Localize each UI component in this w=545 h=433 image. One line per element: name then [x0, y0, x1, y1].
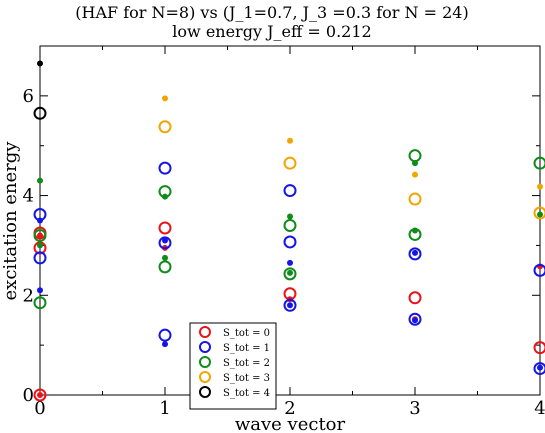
point-filled-s-tot-3 [162, 95, 168, 102]
point-open-s-tot-0 [33, 388, 47, 402]
point-open-s-tot-1 [33, 251, 47, 265]
point-filled-s-tot-3 [412, 171, 418, 178]
point-open-s-tot-2 [33, 228, 47, 242]
point-open-s-tot-4 [33, 106, 47, 120]
point-open-s-tot-1 [283, 298, 297, 312]
x-tick-label: 2 [284, 398, 295, 419]
point-open-s-tot-2 [158, 185, 172, 199]
x-axis-label: wave vector [235, 414, 346, 433]
x-tick-label: 0 [34, 398, 45, 419]
point-filled-s-tot-3 [287, 137, 293, 144]
point-filled-s-tot-3 [537, 183, 543, 190]
point-open-s-tot-1 [408, 247, 422, 261]
point-open-s-tot-1 [533, 263, 545, 277]
legend-label-s-tot-4: S_tot = 4 [223, 388, 270, 399]
legend-marker-s-tot-2 [199, 356, 211, 368]
legend-label-s-tot-3: S_tot = 3 [223, 373, 270, 384]
point-open-s-tot-1 [158, 328, 172, 342]
chart-title-line-2: low energy J_eff = 0.212 [172, 22, 371, 41]
point-open-s-tot-3 [408, 192, 422, 206]
point-filled-s-tot-1 [162, 341, 168, 348]
y-tick-label: 6 [23, 86, 34, 107]
point-filled-s-tot-4 [37, 60, 43, 67]
point-open-s-tot-2 [33, 296, 47, 310]
chart-title-line-1: (HAF for N=8) vs (J_1=0.7, J_3 =0.3 for … [75, 3, 468, 22]
legend-marker-s-tot-3 [199, 371, 211, 383]
legend-label-s-tot-1: S_tot = 1 [223, 343, 270, 354]
point-filled-s-tot-2 [37, 242, 43, 249]
point-filled-s-tot-1 [537, 364, 543, 371]
point-open-s-tot-1 [158, 161, 172, 175]
point-filled-s-tot-1 [412, 249, 418, 256]
point-open-s-tot-1 [33, 208, 47, 222]
point-open-s-tot-0 [33, 241, 47, 255]
point-open-s-tot-3 [283, 156, 297, 170]
point-filled-s-tot-1 [412, 317, 418, 324]
point-filled-s-tot-2 [287, 213, 293, 220]
point-open-s-tot-2 [533, 156, 545, 170]
y-tick-label: 2 [23, 285, 34, 306]
point-filled-s-tot-1 [162, 237, 168, 244]
point-open-s-tot-1 [158, 236, 172, 250]
point-open-s-tot-3 [158, 120, 172, 134]
point-filled-s-tot-2 [287, 269, 293, 276]
point-open-s-tot-2 [283, 267, 297, 281]
point-open-s-tot-0 [158, 221, 172, 235]
point-filled-s-tot-0 [37, 392, 43, 398]
point-open-s-tot-1 [283, 235, 297, 249]
x-tick-label: 1 [159, 398, 170, 419]
point-filled-s-tot-1 [37, 287, 43, 294]
legend-items: S_tot = 0 S_tot = 1 S_tot = 2 S_tot = 3 S_to… [199, 326, 270, 399]
point-open-s-tot-1 [283, 184, 297, 198]
point-open-s-tot-2 [408, 149, 422, 163]
point-open-s-tot-1 [533, 362, 545, 376]
point-open-s-tot-0 [408, 291, 422, 305]
point-filled-s-tot-1 [287, 259, 293, 266]
point-filled-s-tot-2 [37, 177, 43, 184]
legend-marker-s-tot-0 [199, 326, 211, 338]
legend-marker-s-tot-1 [199, 341, 211, 353]
point-open-s-tot-2 [283, 218, 297, 232]
point-filled-s-tot-2 [537, 211, 543, 218]
point-filled-s-tot-2 [162, 254, 168, 261]
point-open-s-tot-0 [533, 341, 545, 355]
y-tick-label: 0 [23, 385, 34, 406]
point-open-s-tot-2 [408, 227, 422, 241]
y-axis-label: excitation energy [0, 141, 21, 301]
point-filled-s-tot-1 [287, 302, 293, 309]
axis-ticks: 0 1 2 3 4 0 2 4 6 [23, 46, 545, 419]
x-tick-label: 3 [409, 398, 420, 419]
point-open-s-tot-2 [158, 260, 172, 274]
x-tick-label: 4 [534, 398, 545, 419]
point-filled-s-tot-0 [37, 232, 43, 239]
legend: S_tot = 0 S_tot = 1 S_tot = 2 S_tot = 3 S_to… [189, 322, 277, 410]
y-tick-label: 4 [23, 186, 34, 207]
point-open-s-tot-3 [533, 206, 545, 220]
data-marks [33, 60, 545, 402]
legend-marker-s-tot-4 [199, 386, 211, 398]
legend-label-s-tot-0: S_tot = 0 [223, 328, 270, 339]
legend-label-s-tot-2: S_tot = 2 [223, 358, 270, 369]
point-open-s-tot-1 [408, 312, 422, 326]
